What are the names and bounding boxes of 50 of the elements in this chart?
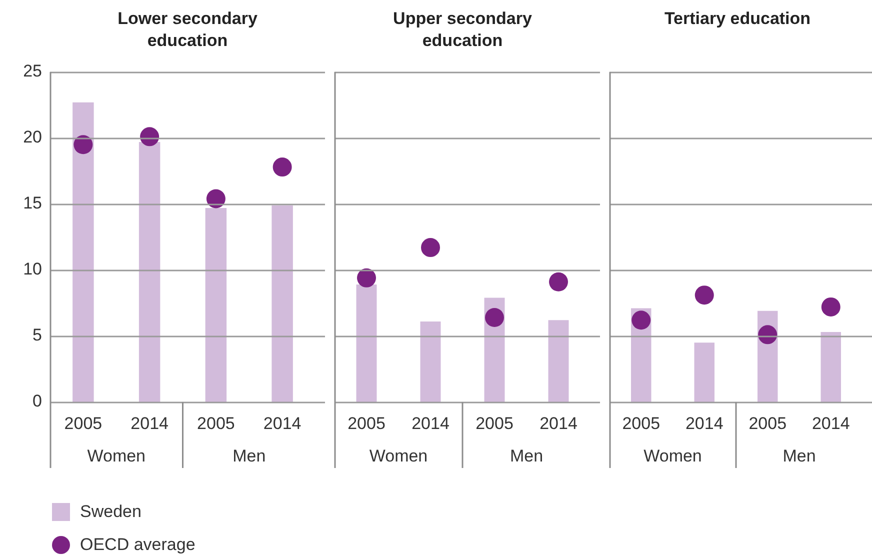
y-tick-label: 10 xyxy=(23,260,42,279)
point xyxy=(357,268,376,288)
chart-title: Lower secondary education xyxy=(116,8,258,52)
bar xyxy=(548,320,569,402)
bar xyxy=(356,284,377,402)
x-tick-label: 2014 xyxy=(540,414,578,433)
bar xyxy=(72,102,94,402)
y-tick-label: 25 xyxy=(23,62,42,81)
y-tick-label: 20 xyxy=(23,128,42,147)
text: Women xyxy=(369,446,428,466)
x-tick-label: 2005 xyxy=(476,414,514,433)
point xyxy=(206,189,226,208)
y-tick-label: 0 xyxy=(32,392,42,411)
point xyxy=(632,310,651,330)
x-tick-label: 2014 xyxy=(812,414,850,433)
text: Men xyxy=(232,446,266,466)
text: Men xyxy=(510,446,544,466)
x-tick-label: 2014 xyxy=(685,414,724,433)
point xyxy=(272,158,292,177)
y-tick-label: 15 xyxy=(23,194,42,213)
bar xyxy=(820,332,841,402)
text: Men xyxy=(782,446,816,466)
point xyxy=(140,127,160,146)
point xyxy=(421,238,440,258)
bar xyxy=(694,342,714,402)
point xyxy=(485,308,504,328)
point xyxy=(74,135,93,154)
text: Women xyxy=(644,446,702,466)
bar xyxy=(205,208,227,402)
bar xyxy=(138,142,160,402)
x-tick-label: 2014 xyxy=(263,414,302,433)
text: Women xyxy=(87,446,146,466)
y-tick-label: 5 xyxy=(32,326,42,345)
point xyxy=(694,286,714,305)
point xyxy=(821,297,840,316)
x-tick-label: 2005 xyxy=(748,414,787,433)
bar xyxy=(420,321,441,402)
legend-label: Sweden xyxy=(80,502,142,522)
x-tick-label: 2005 xyxy=(348,414,386,433)
chart-title: Upper secondary education xyxy=(392,8,533,52)
x-tick-label: 2005 xyxy=(622,414,660,433)
x-tick-label: 2005 xyxy=(197,414,235,433)
x-tick-label: 2014 xyxy=(130,414,168,433)
point xyxy=(549,272,568,292)
point xyxy=(758,325,778,344)
x-tick-label: 2005 xyxy=(64,414,102,433)
chart-title: Tertiary education xyxy=(663,8,812,30)
legend-label: OECD average xyxy=(80,535,196,555)
x-tick-label: 2014 xyxy=(412,414,450,433)
bar xyxy=(272,205,293,402)
